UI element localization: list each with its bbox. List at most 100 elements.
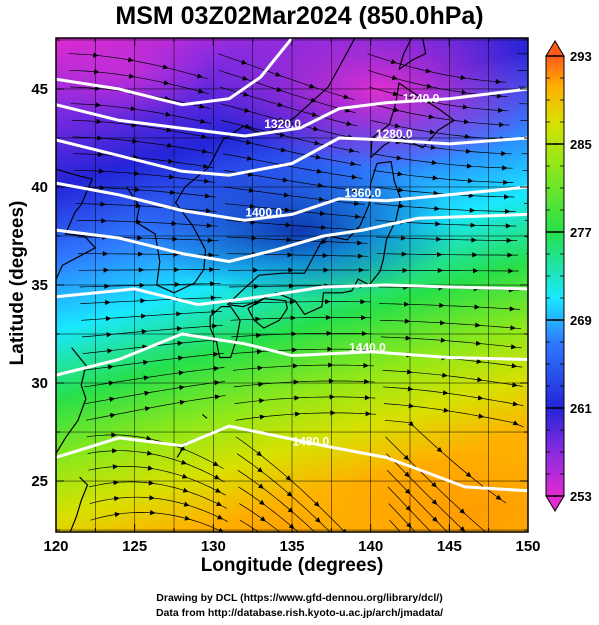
streamline <box>377 269 519 272</box>
streamline <box>389 519 401 532</box>
streamline <box>74 186 216 198</box>
wind-arrow <box>398 187 404 193</box>
streamline <box>374 203 516 212</box>
streamline <box>88 481 227 509</box>
wind-arrow <box>143 375 150 381</box>
wind-arrow <box>137 235 143 241</box>
wind-arrow <box>476 358 483 364</box>
wind-arrow <box>216 501 223 506</box>
colorbar-tick-label: 293 <box>570 49 592 64</box>
streamline <box>75 203 217 213</box>
streamline <box>78 269 220 271</box>
wind-arrow <box>364 394 371 401</box>
wind-arrow <box>316 168 323 174</box>
streamline <box>222 153 363 179</box>
colorbar-min-triangle <box>545 495 565 512</box>
coastline <box>247 298 288 329</box>
wind-arrow <box>322 252 329 259</box>
wind-arrow <box>478 413 485 419</box>
streamline <box>227 253 369 257</box>
wind-arrow <box>512 401 519 407</box>
wind-arrow <box>142 359 149 366</box>
streamline <box>376 253 518 256</box>
x-axis-label: Longitude (degrees) <box>200 555 384 576</box>
wind-arrow <box>113 480 119 486</box>
streamline <box>536 454 541 456</box>
wind-arrow <box>168 174 175 180</box>
x-tick-label: 145 <box>437 538 462 555</box>
wind-arrow <box>140 313 147 319</box>
wind-arrow <box>146 435 152 441</box>
wind-arrow <box>289 299 296 305</box>
wind-arrow <box>180 459 187 465</box>
wind-arrow <box>442 372 448 378</box>
streamline <box>81 311 223 321</box>
wind-arrow <box>506 237 513 244</box>
wind-arrow <box>179 385 185 391</box>
wind-arrow <box>504 194 510 200</box>
colorbar-tick-label: 277 <box>570 225 592 240</box>
x-tick-label: 150 <box>515 538 540 555</box>
wind-arrow <box>405 505 412 512</box>
coastline <box>69 476 89 532</box>
wind-arrow <box>258 483 264 489</box>
streamline <box>232 348 374 354</box>
wind-arrow <box>106 332 113 338</box>
wind-arrow <box>259 499 265 506</box>
wind-arrow <box>426 83 433 89</box>
wind-arrow <box>178 355 184 361</box>
wind-arrow <box>93 52 99 58</box>
colorbar-tick-label: 285 <box>570 137 592 152</box>
wind-arrow <box>200 118 206 124</box>
streamline <box>89 496 228 522</box>
wind-arrow <box>349 147 355 153</box>
streamline <box>379 303 521 310</box>
wind-arrow <box>325 299 331 305</box>
contour-label: 1400.0 <box>245 205 282 219</box>
wind-arrow <box>402 267 408 273</box>
streamline <box>370 119 511 140</box>
wind-arrow <box>508 268 514 274</box>
coastline <box>56 168 97 281</box>
wind-arrow <box>292 363 299 369</box>
wind-arrow <box>261 532 267 537</box>
streamline <box>88 466 226 496</box>
wind-arrow <box>511 363 518 369</box>
streamline <box>85 381 225 404</box>
streamline <box>537 487 542 489</box>
wind-arrow <box>285 475 292 481</box>
wind-arrow <box>355 213 361 220</box>
coastline <box>126 139 224 294</box>
wind-arrow <box>140 298 146 304</box>
wind-arrow <box>209 266 215 273</box>
wind-arrow <box>97 151 104 158</box>
streamline <box>538 504 543 506</box>
wind-arrow <box>182 487 189 493</box>
wind-arrow <box>171 220 178 227</box>
streamline <box>220 103 359 140</box>
contour-line <box>56 136 528 177</box>
wind-arrow <box>245 139 252 145</box>
streamline <box>221 136 362 166</box>
streamline <box>83 353 224 371</box>
wind-arrow <box>162 64 169 70</box>
wind-arrow <box>275 71 282 77</box>
streamline <box>69 69 209 95</box>
wind-arrow <box>404 488 411 495</box>
wind-arrow <box>144 406 151 412</box>
wind-arrow <box>425 68 432 74</box>
streamline <box>380 336 522 349</box>
streamline <box>218 69 356 114</box>
wind-arrow <box>280 147 287 153</box>
wind-arrow <box>430 144 437 150</box>
x-tick-label: 130 <box>201 538 226 555</box>
wind-arrow <box>253 267 259 273</box>
credit-data: Data from http://database.rish.kyoto-u.a… <box>155 607 444 619</box>
wind-arrow <box>318 196 325 202</box>
wind-arrow <box>96 118 102 125</box>
wind-arrow <box>316 533 322 539</box>
wind-arrow <box>166 127 173 133</box>
wind-arrow <box>167 142 173 149</box>
wind-arrow <box>391 75 398 81</box>
wind-arrow <box>470 222 476 228</box>
